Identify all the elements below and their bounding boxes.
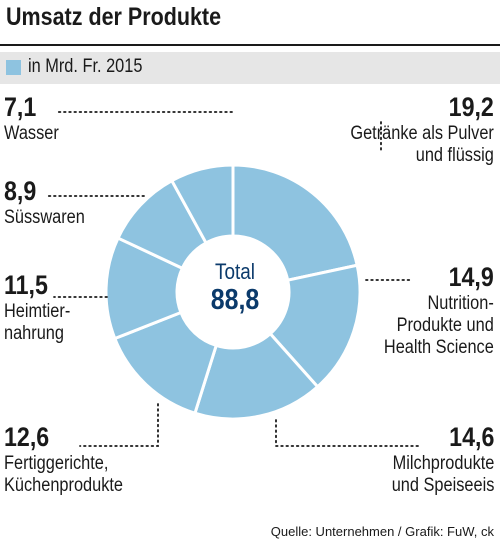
category-heimtier-line2: nahrung — [4, 323, 64, 344]
category-getraenke-line2: und flüssig — [415, 145, 494, 166]
legend-label: in Mrd. Fr. 2015 — [28, 56, 143, 77]
category-suesswaren-line1: Süsswaren — [4, 207, 85, 228]
legend-swatch — [6, 60, 21, 75]
category-fertiggerichte-line2: Küchenprodukte — [4, 475, 124, 496]
label-fertiggerichte: 12,6 Fertiggerichte, Küchenprodukte — [4, 422, 123, 497]
category-wasser-line1: Wasser — [4, 123, 59, 144]
value-fertiggerichte: 12,6 — [4, 422, 50, 452]
label-heimtier: 11,5 Heimtier- nahrung — [4, 270, 70, 345]
category-milch-line2: und Speiseeis — [391, 475, 494, 496]
title-rule — [0, 44, 500, 46]
label-wasser: 7,1 Wasser — [4, 92, 59, 145]
donut-slice-getraenke — [231, 163, 359, 282]
value-milch: 14,6 — [448, 422, 494, 452]
category-fertiggerichte-line1: Fertiggerichte, — [4, 453, 109, 474]
leader-line-fertiggerichte — [79, 403, 159, 447]
source-note: Quelle: Unternehmen / Grafik: FuW, ck — [270, 524, 494, 539]
center-label: Total — [215, 259, 255, 284]
category-getraenke-line1: Getränke als Pulver — [350, 123, 494, 144]
category-nutrition-line1: Nutrition- — [427, 293, 494, 314]
value-heimtier: 11,5 — [4, 270, 48, 300]
label-suesswaren: 8,9 Süsswaren — [4, 176, 85, 229]
category-milch-line1: Milchprodukte — [392, 453, 494, 474]
center-total: 88,8 — [210, 284, 260, 316]
category-nutrition-line2: Produkte und — [396, 315, 494, 336]
label-nutrition: 14,9 Nutrition- Produkte und Health Scie… — [384, 262, 494, 359]
legend-bar: in Mrd. Fr. 2015 — [0, 52, 500, 84]
donut-slice-nutrition — [268, 263, 362, 389]
value-nutrition: 14,9 — [448, 262, 494, 292]
value-wasser: 7,1 — [4, 92, 37, 122]
category-nutrition-line3: Health Science — [384, 337, 494, 358]
chart-title: Umsatz der Produkte — [6, 3, 222, 31]
label-milch: 14,6 Milchprodukte und Speiseeis — [391, 422, 494, 497]
leader-line-milch — [275, 419, 419, 447]
value-suesswaren: 8,9 — [4, 176, 37, 206]
category-heimtier-line1: Heimtier- — [4, 301, 71, 322]
value-getraenke: 19,2 — [448, 92, 494, 122]
label-getraenke: 19,2 Getränke als Pulver und flüssig — [351, 92, 494, 167]
donut-slice-wasser — [170, 163, 235, 245]
donut-center: Total 88,8 — [180, 259, 290, 317]
